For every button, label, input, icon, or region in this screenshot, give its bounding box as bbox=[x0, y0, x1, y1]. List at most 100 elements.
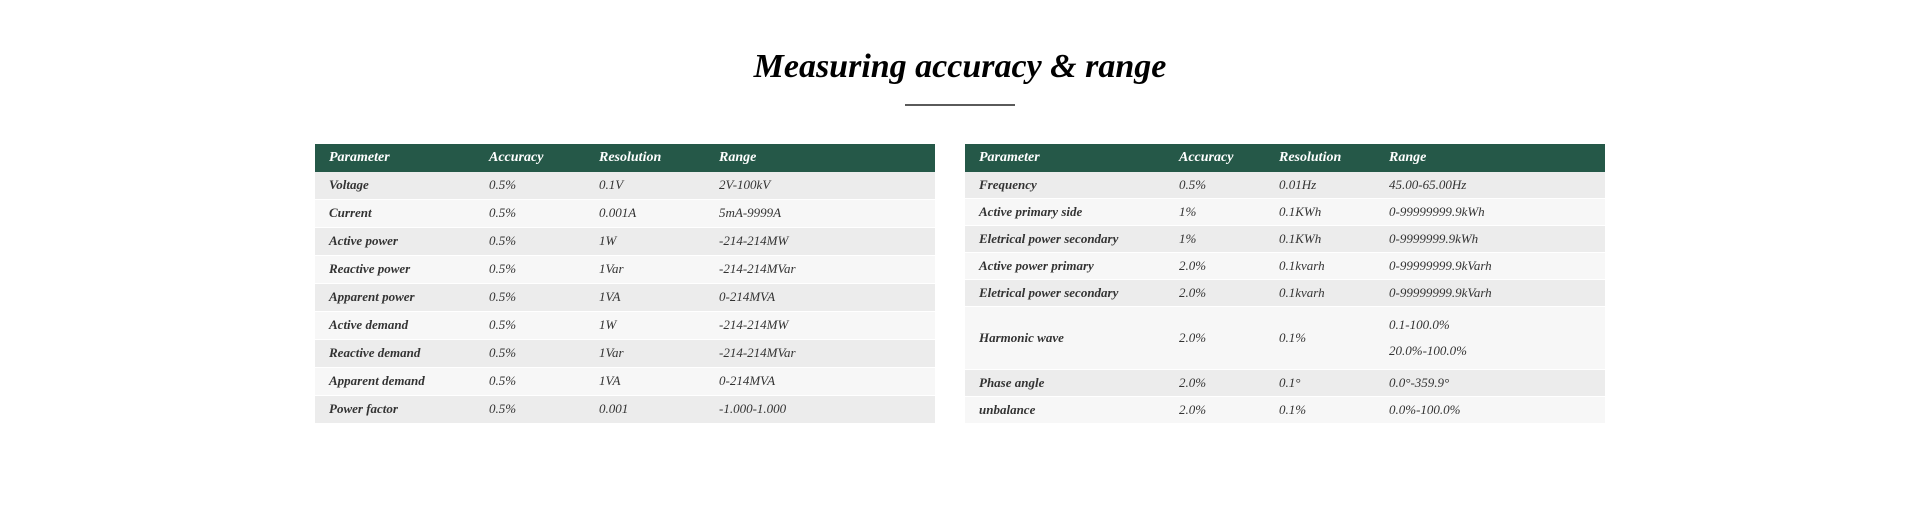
cell-range: 0-99999999.9kWh bbox=[1375, 199, 1605, 226]
cell-range: -214-214MVar bbox=[705, 339, 935, 367]
header-parameter: Parameter bbox=[315, 144, 475, 172]
header-accuracy: Accuracy bbox=[475, 144, 585, 172]
cell-resolution: 0.1kvarh bbox=[1265, 280, 1375, 307]
cell-parameter: Power factor bbox=[315, 395, 475, 423]
header-accuracy: Accuracy bbox=[1165, 144, 1265, 172]
cell-parameter: Reactive demand bbox=[315, 339, 475, 367]
cell-range: 0.0%-100.0% bbox=[1375, 397, 1605, 424]
table-row: Phase angle2.0%0.1°0.0°-359.9° bbox=[965, 370, 1605, 397]
header-resolution: Resolution bbox=[1265, 144, 1375, 172]
cell-accuracy: 0.5% bbox=[475, 199, 585, 227]
cell-resolution: 1VA bbox=[585, 367, 705, 395]
cell-range: 0.0°-359.9° bbox=[1375, 370, 1605, 397]
cell-parameter: Reactive power bbox=[315, 255, 475, 283]
cell-accuracy: 2.0% bbox=[1165, 253, 1265, 280]
right-table: Parameter Accuracy Resolution Range Freq… bbox=[965, 144, 1605, 424]
cell-resolution: 0.01Hz bbox=[1265, 172, 1375, 199]
cell-resolution: 0.1V bbox=[585, 172, 705, 199]
cell-parameter: Active demand bbox=[315, 311, 475, 339]
cell-range: 5mA-9999A bbox=[705, 199, 935, 227]
table-row: Frequency0.5%0.01Hz45.00-65.00Hz bbox=[965, 172, 1605, 199]
table-row: Current0.5%0.001A5mA-9999A bbox=[315, 199, 935, 227]
header-parameter: Parameter bbox=[965, 144, 1165, 172]
table-row: Reactive power0.5%1Var-214-214MVar bbox=[315, 255, 935, 283]
cell-range: 45.00-65.00Hz bbox=[1375, 172, 1605, 199]
table-row: Harmonic wave2.0%0.1% 0.1-100.0%20.0%-100… bbox=[965, 307, 1605, 370]
cell-range-line: 0.1-100.0% bbox=[1389, 312, 1595, 338]
table-row: Active demand0.5%1W-214-214MW bbox=[315, 311, 935, 339]
table-row: Active power0.5%1W-214-214MW bbox=[315, 227, 935, 255]
cell-accuracy: 0.5% bbox=[475, 255, 585, 283]
cell-accuracy: 1% bbox=[1165, 199, 1265, 226]
table-row: Active power primary2.0%0.1kvarh0-999999… bbox=[965, 253, 1605, 280]
cell-parameter: Apparent demand bbox=[315, 367, 475, 395]
cell-range: -214-214MW bbox=[705, 227, 935, 255]
cell-accuracy: 0.5% bbox=[475, 339, 585, 367]
cell-accuracy: 2.0% bbox=[1165, 280, 1265, 307]
cell-accuracy: 0.5% bbox=[475, 395, 585, 423]
table-row: Apparent demand0.5%1VA0-214MVA bbox=[315, 367, 935, 395]
cell-range: -1.000-1.000 bbox=[705, 395, 935, 423]
header-resolution: Resolution bbox=[585, 144, 705, 172]
cell-parameter: unbalance bbox=[965, 397, 1165, 424]
cell-resolution: 0.001 bbox=[585, 395, 705, 423]
cell-range: 0-214MVA bbox=[705, 283, 935, 311]
cell-resolution: 0.1° bbox=[1265, 370, 1375, 397]
cell-accuracy: 0.5% bbox=[475, 172, 585, 199]
cell-accuracy: 0.5% bbox=[475, 227, 585, 255]
table-row: Eletrical power secondary2.0%0.1kvarh0-9… bbox=[965, 280, 1605, 307]
table-header-row: Parameter Accuracy Resolution Range bbox=[315, 144, 935, 172]
cell-range: -214-214MW bbox=[705, 311, 935, 339]
cell-accuracy: 1% bbox=[1165, 226, 1265, 253]
cell-resolution: 1W bbox=[585, 227, 705, 255]
cell-resolution: 0.001A bbox=[585, 199, 705, 227]
cell-parameter: Active primary side bbox=[965, 199, 1165, 226]
cell-range: 0-99999999.9kVarh bbox=[1375, 280, 1605, 307]
cell-parameter: Frequency bbox=[965, 172, 1165, 199]
cell-range: -214-214MVar bbox=[705, 255, 935, 283]
table-header-row: Parameter Accuracy Resolution Range bbox=[965, 144, 1605, 172]
cell-parameter: Voltage bbox=[315, 172, 475, 199]
cell-parameter: Active power bbox=[315, 227, 475, 255]
title-underline bbox=[905, 104, 1015, 106]
header-range: Range bbox=[705, 144, 935, 172]
cell-resolution: 0.1KWh bbox=[1265, 199, 1375, 226]
cell-accuracy: 2.0% bbox=[1165, 307, 1265, 370]
cell-resolution: 0.1% bbox=[1265, 307, 1375, 370]
cell-resolution: 0.1kvarh bbox=[1265, 253, 1375, 280]
table-row: Reactive demand0.5%1Var-214-214MVar bbox=[315, 339, 935, 367]
cell-parameter: Eletrical power secondary bbox=[965, 226, 1165, 253]
header-range: Range bbox=[1375, 144, 1605, 172]
tables-container: Parameter Accuracy Resolution Range Volt… bbox=[0, 144, 1920, 424]
cell-resolution: 1W bbox=[585, 311, 705, 339]
cell-range: 2V-100kV bbox=[705, 172, 935, 199]
cell-parameter: Harmonic wave bbox=[965, 307, 1165, 370]
table-row: Power factor0.5%0.001-1.000-1.000 bbox=[315, 395, 935, 423]
left-table: Parameter Accuracy Resolution Range Volt… bbox=[315, 144, 935, 424]
cell-parameter: Active power primary bbox=[965, 253, 1165, 280]
table-row: Eletrical power secondary1%0.1KWh0-99999… bbox=[965, 226, 1605, 253]
cell-resolution: 1Var bbox=[585, 255, 705, 283]
cell-accuracy: 0.5% bbox=[475, 311, 585, 339]
table-row: Apparent power0.5%1VA0-214MVA bbox=[315, 283, 935, 311]
cell-parameter: Eletrical power secondary bbox=[965, 280, 1165, 307]
cell-resolution: 0.1KWh bbox=[1265, 226, 1375, 253]
cell-accuracy: 2.0% bbox=[1165, 397, 1265, 424]
cell-parameter: Apparent power bbox=[315, 283, 475, 311]
cell-resolution: 1VA bbox=[585, 283, 705, 311]
cell-accuracy: 0.5% bbox=[1165, 172, 1265, 199]
table-row: unbalance2.0%0.1%0.0%-100.0% bbox=[965, 397, 1605, 424]
cell-range: 0-9999999.9kWh bbox=[1375, 226, 1605, 253]
page-title: Measuring accuracy & range bbox=[0, 0, 1920, 86]
cell-accuracy: 0.5% bbox=[475, 283, 585, 311]
cell-range: 0-214MVA bbox=[705, 367, 935, 395]
cell-parameter: Phase angle bbox=[965, 370, 1165, 397]
cell-resolution: 1Var bbox=[585, 339, 705, 367]
cell-accuracy: 2.0% bbox=[1165, 370, 1265, 397]
cell-range: 0-99999999.9kVarh bbox=[1375, 253, 1605, 280]
cell-parameter: Current bbox=[315, 199, 475, 227]
cell-accuracy: 0.5% bbox=[475, 367, 585, 395]
table-row: Voltage0.5%0.1V2V-100kV bbox=[315, 172, 935, 199]
cell-range-line: 20.0%-100.0% bbox=[1389, 338, 1595, 364]
cell-resolution: 0.1% bbox=[1265, 397, 1375, 424]
